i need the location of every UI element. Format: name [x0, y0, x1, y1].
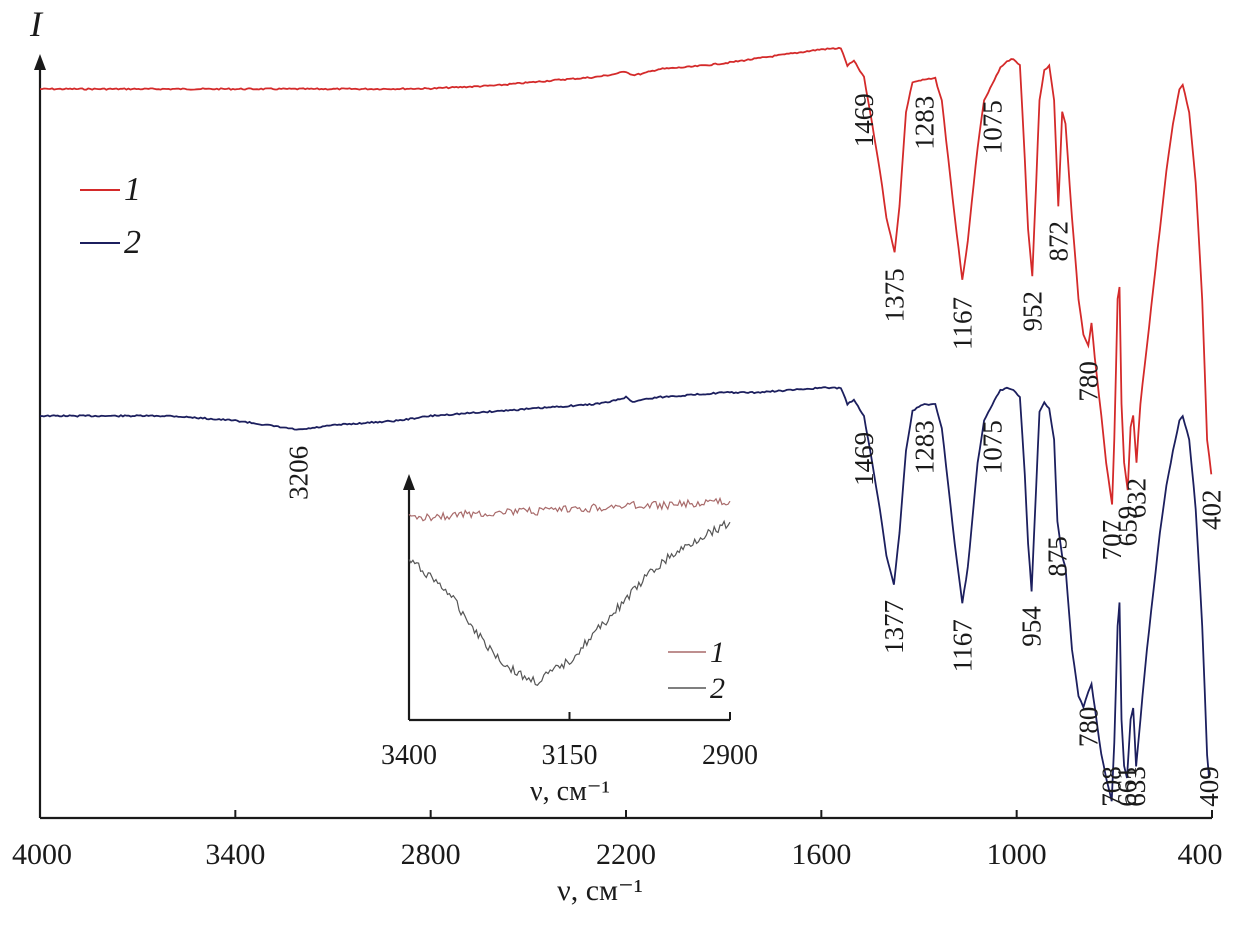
peak-label: 952 — [1017, 291, 1047, 332]
inset-x-axis-title: ν, см⁻¹ — [530, 776, 610, 807]
x-tick-label: 1000 — [987, 838, 1047, 871]
x-tick-label: 400 — [1178, 838, 1223, 871]
x-tick-label: 2200 — [596, 838, 656, 871]
peak-label: 409 — [1194, 766, 1224, 807]
peak-label: 780 — [1073, 361, 1103, 402]
peak-label: 1167 — [947, 297, 977, 350]
y-axis-title: I — [29, 4, 44, 44]
inset-x-tick-label: 2900 — [702, 740, 758, 771]
inset-chart: 3400 3150 2900 ν, см⁻¹ 1 2 — [381, 474, 758, 807]
inset-x-tick-label: 3400 — [381, 740, 437, 771]
y-axis-arrow — [34, 54, 46, 70]
peak-label: 1377 — [879, 600, 909, 654]
x-axis-title: ν, см⁻¹ — [557, 874, 643, 907]
peak-label: 872 — [1043, 221, 1073, 261]
peak-label: 708 — [1097, 766, 1127, 807]
series-2-line — [39, 386, 1210, 802]
peak-label: 402 — [1196, 490, 1226, 531]
x-tick-label: 2800 — [401, 838, 461, 871]
peak-label: 1283 — [910, 420, 940, 474]
x-ticks: 4000 3400 2800 2200 1600 1000 400 — [12, 810, 1223, 871]
legend: 1 2 — [80, 171, 141, 261]
x-tick-label: 1600 — [791, 838, 851, 871]
inset-legend-label-1: 1 — [710, 636, 725, 669]
legend-label-2: 2 — [124, 224, 141, 261]
peak-label: 3206 — [284, 446, 314, 500]
main-axes: I ν, см⁻¹ — [29, 4, 1212, 907]
x-tick-label: 4000 — [12, 838, 72, 871]
peak-label: 632 — [1122, 478, 1152, 518]
inset-series-2-line — [408, 519, 731, 687]
peak-label: 954 — [1017, 606, 1047, 647]
inset-x-ticks: 3400 3150 2900 — [381, 712, 758, 771]
peak-label: 1075 — [977, 420, 1007, 474]
peak-label: 633 — [1121, 766, 1151, 807]
x-tick-label: 3400 — [205, 838, 265, 871]
inset-series-1-line — [408, 496, 731, 522]
peak-label: 1469 — [849, 93, 879, 147]
peak-label: 875 — [1042, 536, 1072, 577]
inset-legend-label-2: 2 — [710, 672, 725, 705]
legend-label-1: 1 — [124, 171, 141, 208]
inset-x-tick-label: 3150 — [542, 740, 598, 771]
peak-label: 1375 — [880, 268, 910, 322]
peak-label: 1075 — [977, 100, 1007, 154]
peak-label: 1167 — [947, 619, 977, 672]
peak-label: 780 — [1073, 707, 1103, 748]
peak-label: 707 — [1097, 520, 1127, 561]
peak-label: 659 — [1113, 506, 1143, 547]
peak-label: 1283 — [910, 96, 940, 150]
inset-y-axis-arrow — [403, 474, 415, 490]
peak-label: 1469 — [849, 432, 879, 486]
series-1-line — [39, 46, 1213, 505]
peak-label: 661 — [1112, 766, 1142, 807]
